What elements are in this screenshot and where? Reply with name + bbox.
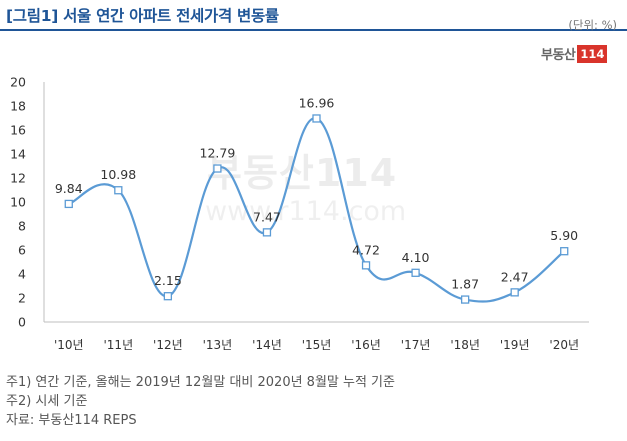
x-tick-label: '15년 — [302, 338, 332, 352]
x-tick-label: '13년 — [203, 338, 233, 352]
x-axis: '10년 '11년 '12년 '13년 '14년 '15년 '16년 '17년 '18년 '19년… — [44, 321, 589, 352]
x-tick-label: '17년 — [401, 338, 431, 352]
y-tick-label: 6 — [18, 243, 26, 258]
data-point — [114, 186, 123, 195]
watermark-url: www.r114.com — [205, 196, 407, 227]
data-point — [460, 295, 470, 304]
series-line — [68, 117, 565, 303]
data-label: 2.15 — [154, 273, 182, 288]
x-tick-label: '11년 — [104, 338, 134, 352]
source-note: 자료: 부동산114 REPS — [6, 413, 137, 428]
data-point — [411, 268, 420, 277]
y-tick-label: 8 — [18, 219, 26, 234]
title-divider — [0, 29, 627, 31]
data-label: 4.72 — [352, 242, 380, 257]
y-tick-label: 2 — [18, 291, 26, 306]
logo-text: 부동산 — [541, 48, 576, 63]
data-point — [361, 261, 371, 270]
x-tick-label: '20년 — [549, 338, 579, 352]
data-label: 2.47 — [501, 269, 529, 284]
data-labels: 9.84 10.98 2.15 12.79 7.47 16.96 4.72 4.10 1.87 2… — [55, 95, 578, 291]
data-point — [213, 164, 222, 173]
data-label: 12.79 — [200, 146, 236, 161]
data-label: 7.47 — [253, 209, 281, 224]
x-tick-label: '16년 — [351, 338, 381, 352]
brand-logo: 부동산 114 — [541, 44, 608, 63]
logo-badge: 114 — [577, 44, 608, 63]
x-tick-label: '19년 — [500, 338, 530, 352]
x-tick-label: '10년 — [54, 338, 84, 352]
unit-label: (단위: %) — [568, 18, 617, 32]
y-tick-label: 12 — [10, 171, 26, 186]
data-point — [312, 114, 321, 123]
chart-title: [그림1] 서울 연간 아파트 전세가격 변동률 — [6, 7, 279, 25]
y-tick-label: 18 — [10, 99, 26, 114]
footnote-2: 주2) 시세 기준 — [6, 394, 88, 409]
data-label: 4.10 — [402, 250, 430, 265]
data-point — [560, 247, 569, 256]
data-label: 1.87 — [451, 277, 479, 292]
data-point — [510, 288, 519, 297]
y-tick-label: 0 — [18, 315, 26, 330]
data-label: 16.96 — [299, 95, 335, 110]
data-label: 9.84 — [55, 181, 83, 196]
watermark-brand: 부동산114 — [207, 151, 398, 195]
footnote-1: 주1) 연간 기준, 올해는 2019년 12월말 대비 2020년 8월말 누… — [6, 375, 395, 390]
series-markers — [64, 114, 569, 304]
y-tick-label: 4 — [18, 267, 26, 282]
y-tick-label: 10 — [10, 195, 26, 210]
data-point — [64, 199, 73, 209]
data-label: 5.90 — [550, 228, 578, 243]
y-tick-label: 20 — [10, 75, 26, 90]
x-tick-label: '12년 — [153, 338, 183, 352]
data-point — [262, 228, 272, 237]
data-label: 10.98 — [100, 167, 136, 182]
x-tick-label: '14년 — [252, 338, 282, 352]
y-axis: 0 2 4 6 8 10 12 14 16 18 20 — [10, 75, 45, 330]
data-point — [163, 292, 173, 301]
footnotes: 주1) 연간 기준, 올해는 2019년 12월말 대비 2020년 8월말 누… — [6, 373, 395, 430]
y-tick-label: 16 — [10, 123, 26, 138]
y-tick-label: 14 — [10, 147, 26, 162]
x-tick-label: '18년 — [450, 338, 480, 352]
